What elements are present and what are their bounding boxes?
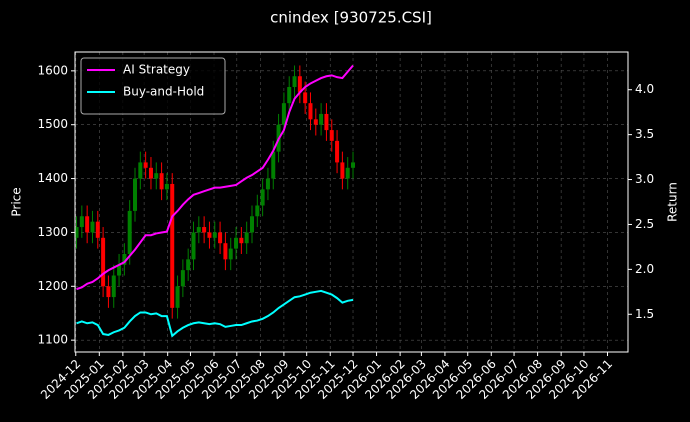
y-tick-label: 1400 bbox=[37, 171, 68, 185]
candle-body bbox=[249, 216, 254, 233]
candle-body bbox=[239, 237, 244, 244]
candle-body bbox=[244, 232, 249, 244]
y2-tick-label: 4.0 bbox=[635, 82, 654, 96]
candle-body bbox=[133, 178, 138, 211]
y-tick-label: 1500 bbox=[37, 117, 68, 131]
candle-body bbox=[345, 167, 350, 179]
candle-body bbox=[106, 286, 111, 298]
candle-body bbox=[180, 270, 185, 287]
candle-body bbox=[292, 76, 297, 88]
legend-label: AI Strategy bbox=[123, 63, 190, 77]
candle-body bbox=[212, 232, 217, 238]
y2-tick-label: 2.0 bbox=[635, 262, 654, 276]
chart-title: cnindex [930725.CSI] bbox=[270, 9, 432, 27]
candle-body bbox=[117, 264, 122, 276]
candle-body bbox=[265, 178, 270, 190]
candle-body bbox=[308, 103, 313, 120]
candle-body bbox=[196, 227, 201, 233]
legend-label: Buy-and-Hold bbox=[123, 85, 204, 99]
candle-body bbox=[127, 210, 132, 254]
y2-tick-label: 1.5 bbox=[635, 307, 654, 321]
candle-body bbox=[297, 76, 302, 93]
candle-body bbox=[175, 286, 180, 308]
y2-tick-label: 2.5 bbox=[635, 217, 654, 231]
candle-body bbox=[79, 216, 84, 228]
candle-body bbox=[255, 205, 260, 217]
candle-body bbox=[74, 227, 79, 238]
candle-body bbox=[154, 173, 159, 179]
y2-axis-label: Return bbox=[666, 182, 680, 222]
y2-tick-label: 3.5 bbox=[635, 127, 654, 141]
y2-tick-label: 3.0 bbox=[635, 172, 654, 186]
candle-body bbox=[202, 227, 207, 233]
candle-body bbox=[340, 162, 345, 179]
y-tick-label: 1300 bbox=[37, 225, 68, 239]
y-axis-label: Price bbox=[10, 187, 24, 216]
candle-body bbox=[90, 221, 95, 233]
legend: AI Strategy Buy-and-Hold bbox=[80, 57, 226, 115]
candle-body bbox=[335, 140, 340, 163]
plot-frame bbox=[74, 51, 629, 353]
candle-body bbox=[138, 162, 143, 179]
line-series bbox=[76, 64, 354, 291]
candle-body bbox=[234, 237, 239, 249]
candle-body bbox=[111, 275, 116, 298]
candle-body bbox=[319, 113, 324, 125]
candle-body bbox=[191, 232, 196, 260]
candle-body bbox=[143, 162, 148, 168]
candle-body bbox=[95, 221, 100, 238]
candle-body bbox=[351, 162, 356, 168]
candle-body bbox=[324, 113, 329, 131]
candle-body bbox=[303, 92, 308, 104]
candle-body bbox=[207, 232, 212, 238]
candle-body bbox=[228, 248, 233, 260]
candle-body bbox=[313, 119, 318, 125]
candle-body bbox=[164, 183, 169, 190]
line-series bbox=[76, 289, 354, 338]
y-tick-label: 1600 bbox=[37, 63, 68, 77]
candle-body bbox=[218, 232, 223, 244]
candle-body bbox=[159, 173, 164, 190]
candle-body bbox=[223, 243, 228, 260]
candle-body bbox=[281, 103, 286, 125]
candle-body bbox=[260, 189, 265, 206]
y-tick-label: 1100 bbox=[37, 333, 68, 347]
candle-body bbox=[101, 237, 106, 287]
candle-body bbox=[85, 216, 90, 233]
candle-body bbox=[287, 87, 292, 104]
candle-body bbox=[329, 130, 334, 141]
candle-body bbox=[271, 151, 276, 179]
candle-body bbox=[122, 253, 127, 265]
y-tick-label: 1200 bbox=[37, 279, 68, 293]
candle-body bbox=[186, 259, 191, 271]
candle-body bbox=[148, 167, 153, 179]
legend-box bbox=[80, 57, 226, 115]
candle-body bbox=[170, 183, 175, 308]
